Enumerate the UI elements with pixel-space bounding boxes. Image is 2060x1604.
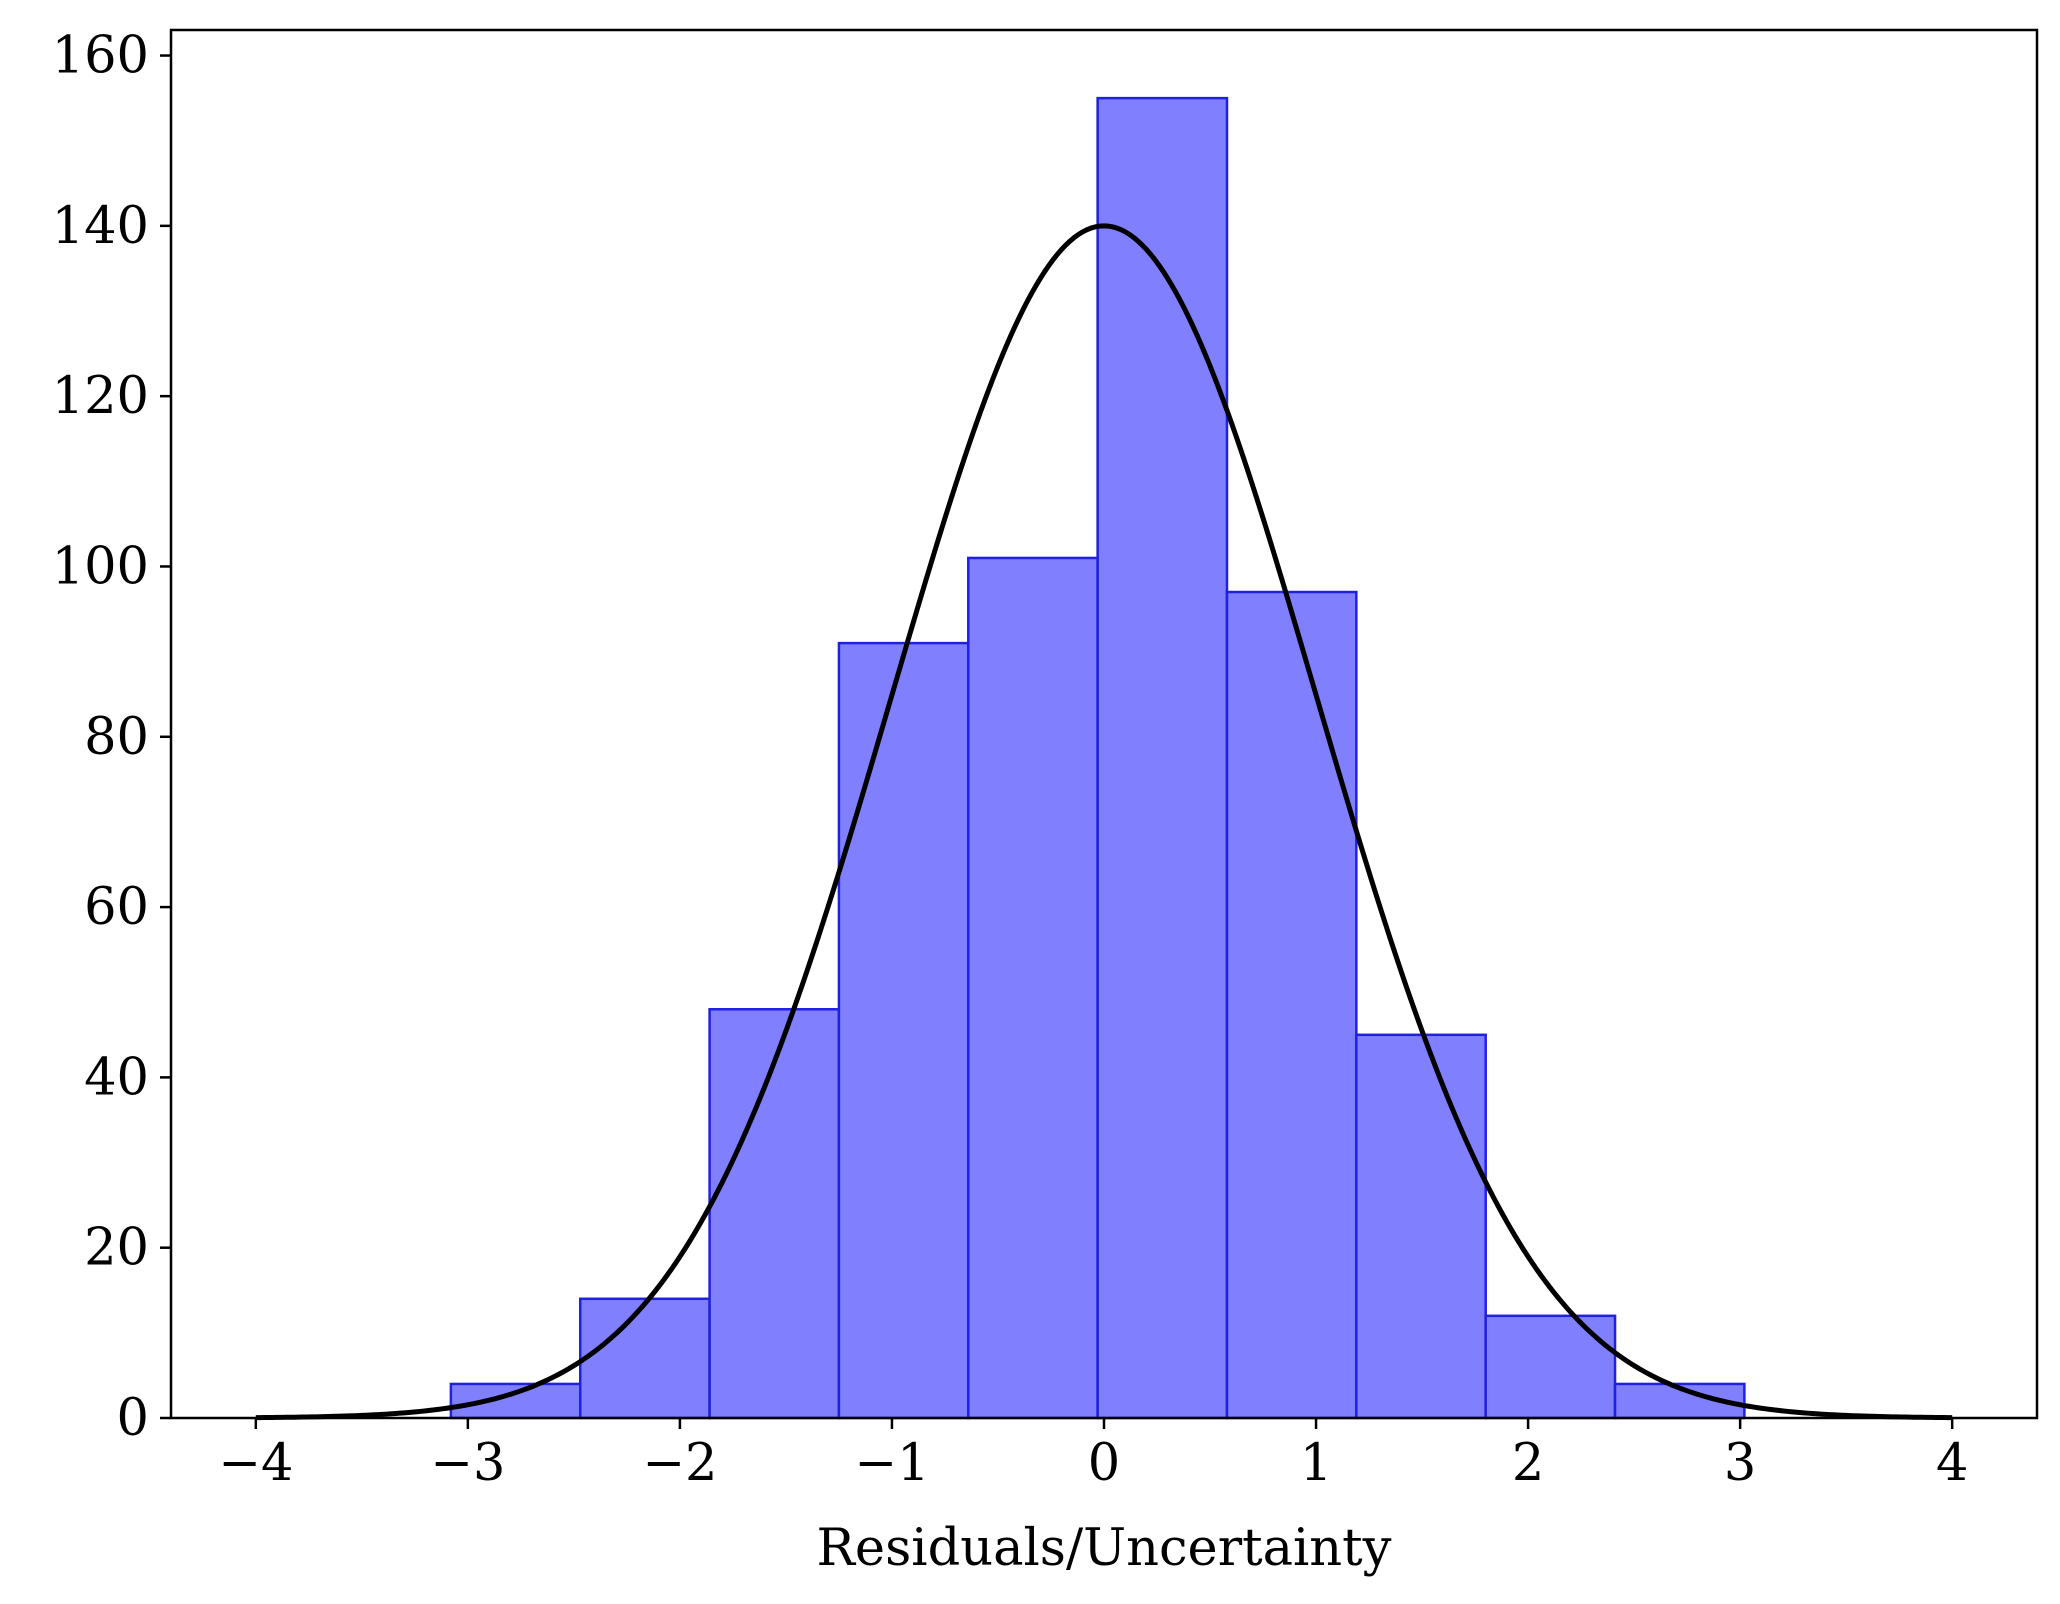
y-tick-label: 160 (52, 27, 149, 86)
histogram-bars (449, 96, 1746, 1420)
x-axis-ticks: −4 −3 −2 −1 0 1 2 3 4 (218, 1418, 1968, 1493)
x-axis-title: Residuals/Uncertainty (817, 1519, 1392, 1578)
histogram-bar (578, 1297, 711, 1420)
histogram-bar (837, 641, 970, 1420)
y-tick-label: 0 (117, 1389, 149, 1448)
y-tick-label: 60 (84, 878, 149, 937)
histogram-bar (967, 556, 1099, 1420)
y-axis-ticks: 0 20 40 60 80 100 120 140 160 (52, 27, 171, 1448)
x-tick-label: 3 (1724, 1434, 1756, 1493)
x-tick-label: 0 (1088, 1434, 1120, 1493)
histogram-bar (1225, 590, 1358, 1420)
y-tick-label: 120 (52, 367, 149, 426)
x-tick-label: −2 (642, 1434, 717, 1493)
x-tick-label: −4 (218, 1434, 293, 1493)
y-tick-label: 20 (84, 1219, 149, 1278)
y-tick-label: 80 (84, 708, 149, 767)
x-tick-label: −1 (854, 1434, 929, 1493)
gaussian-fit-curve (255, 223, 1953, 1421)
histogram-bar (1096, 96, 1229, 1420)
histogram-bar (449, 1382, 582, 1420)
y-tick-label: 40 (84, 1048, 149, 1107)
histogram-bar (708, 1008, 841, 1420)
x-tick-label: −3 (430, 1434, 505, 1493)
x-tick-label: 2 (1512, 1434, 1544, 1493)
y-tick-label: 140 (52, 197, 149, 256)
histogram-bar (1484, 1314, 1617, 1420)
x-tick-label: 4 (1936, 1434, 1968, 1493)
histogram-bar (1355, 1033, 1487, 1420)
x-tick-label: 1 (1300, 1434, 1332, 1493)
y-tick-label: 100 (52, 537, 149, 596)
